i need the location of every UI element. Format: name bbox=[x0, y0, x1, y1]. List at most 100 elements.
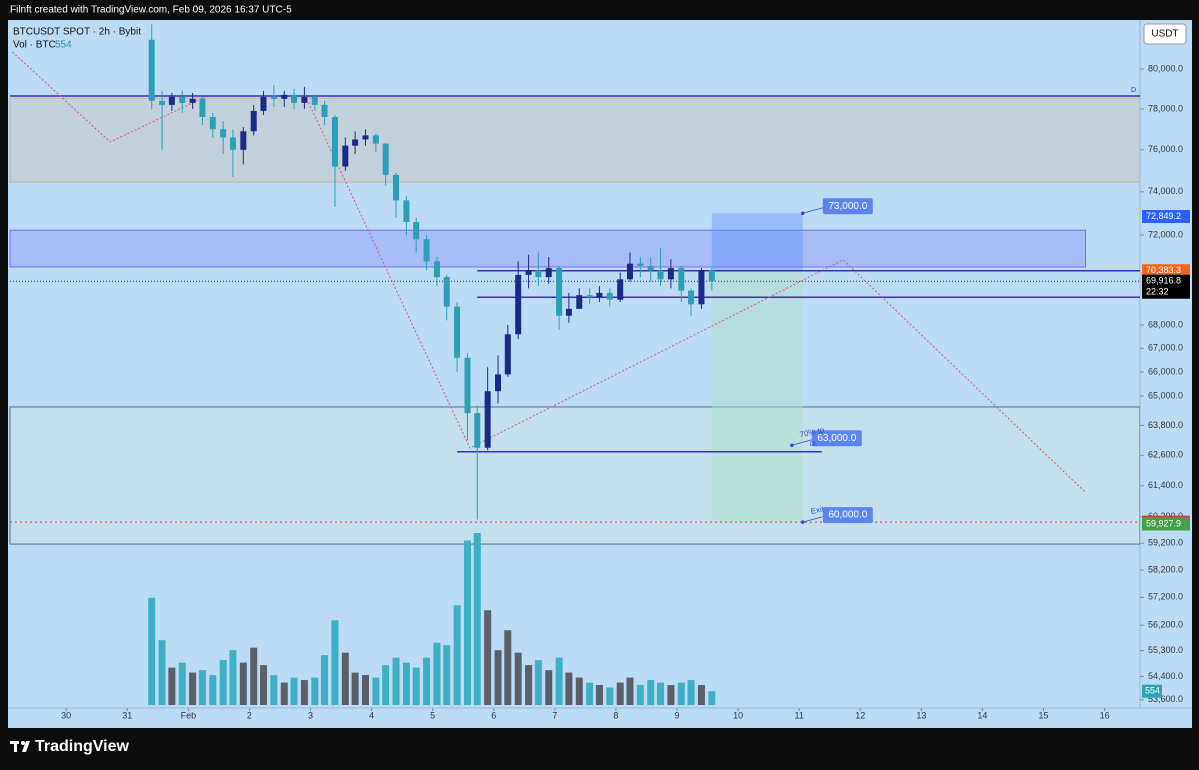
volume-bar bbox=[514, 652, 522, 705]
candle-body bbox=[433, 261, 440, 278]
volume-bar bbox=[463, 540, 471, 705]
price-label-box bbox=[1142, 210, 1190, 224]
x-tick-label: 6 bbox=[491, 710, 496, 720]
volume-bar bbox=[636, 685, 644, 705]
volume-bar bbox=[525, 665, 533, 705]
y-tick-label: 61,400.0 bbox=[1148, 480, 1183, 490]
volume-bar bbox=[575, 677, 583, 705]
candle-body bbox=[372, 135, 379, 144]
volume-bar bbox=[697, 685, 705, 705]
candle-body bbox=[535, 270, 542, 278]
candle-body bbox=[678, 268, 685, 291]
volume-bar bbox=[412, 667, 420, 705]
y-tick-label: 54,400.0 bbox=[1148, 671, 1183, 681]
volume-label: 554 bbox=[1145, 686, 1160, 696]
x-tick-label: 4 bbox=[369, 710, 374, 720]
annotation-connector bbox=[802, 515, 825, 523]
volume-bar bbox=[494, 650, 502, 705]
x-tick-label: 2 bbox=[247, 710, 252, 720]
candle-body bbox=[403, 200, 410, 222]
volume-bar bbox=[250, 647, 258, 705]
volume-bar bbox=[219, 660, 227, 705]
y-tick-label: 53,600.0 bbox=[1148, 694, 1183, 704]
price-label-box bbox=[1142, 274, 1190, 299]
volume-bar bbox=[433, 642, 441, 705]
zone bbox=[9, 229, 1087, 268]
volume-bar bbox=[382, 665, 390, 705]
volume-bar bbox=[667, 685, 675, 705]
candle-body bbox=[260, 96, 267, 111]
candle-body bbox=[626, 263, 633, 280]
currency[interactable]: USDT bbox=[1151, 29, 1178, 40]
volume-bar bbox=[351, 672, 359, 705]
volume-bar bbox=[280, 682, 288, 705]
volume-bar bbox=[290, 677, 298, 705]
y-tick-label: 55,300.0 bbox=[1148, 645, 1183, 655]
candle-body bbox=[708, 270, 715, 282]
candle-body bbox=[586, 295, 593, 298]
volume-value: 554 bbox=[55, 40, 72, 51]
volume-bar bbox=[708, 691, 716, 705]
candle-body bbox=[423, 239, 430, 262]
y-tick-label: 62,600.0 bbox=[1148, 450, 1183, 460]
volume-bar bbox=[239, 662, 247, 705]
volume-bar bbox=[178, 662, 186, 705]
candle-body bbox=[159, 100, 166, 105]
price-label: 72,849.2 bbox=[1146, 211, 1181, 221]
candle-body bbox=[474, 413, 481, 448]
x-tick-label: 5 bbox=[430, 710, 435, 720]
volume-bar bbox=[484, 610, 492, 705]
candle-body bbox=[270, 96, 277, 99]
volume-bar bbox=[392, 657, 400, 705]
candle-body bbox=[362, 135, 369, 140]
position-stop bbox=[711, 270, 803, 523]
y-tick-label: 67,000.0 bbox=[1148, 343, 1183, 353]
x-tick-label: 8 bbox=[613, 710, 618, 720]
volume-bar bbox=[331, 620, 339, 705]
candle-body bbox=[495, 374, 502, 392]
volume-bar bbox=[657, 682, 665, 705]
volume-bar bbox=[443, 645, 451, 705]
candle-body bbox=[382, 143, 389, 175]
x-tick-label: 31 bbox=[122, 710, 132, 720]
annotation-label: 60,000.0 bbox=[828, 510, 867, 521]
annotation-connector bbox=[791, 438, 814, 446]
x-tick-label: Feb bbox=[181, 710, 197, 720]
candle-body bbox=[352, 139, 359, 146]
y-tick-label: 56,200.0 bbox=[1148, 620, 1183, 630]
volume-bar bbox=[158, 640, 166, 705]
volume-bar bbox=[198, 670, 206, 705]
volume-bar bbox=[402, 662, 410, 705]
candle-body bbox=[443, 277, 450, 307]
candle-body bbox=[168, 96, 175, 105]
volume-bar bbox=[259, 665, 267, 705]
candle-body bbox=[301, 96, 308, 103]
candle-body bbox=[393, 174, 400, 201]
projection-line bbox=[12, 51, 206, 143]
volume-bar bbox=[626, 677, 634, 705]
volume-bar bbox=[647, 680, 655, 705]
candle-body bbox=[484, 391, 491, 448]
y-tick-label: 59,200.0 bbox=[1148, 538, 1183, 548]
x-tick-label: 16 bbox=[1100, 710, 1110, 720]
volume-bar bbox=[473, 533, 481, 705]
volume-bar bbox=[595, 685, 603, 705]
symbol-title: BTCUSDT SPOT · 2h · Bybit bbox=[13, 27, 141, 38]
candle-body bbox=[617, 279, 624, 300]
zone bbox=[9, 406, 1140, 545]
price-label: 59,927.9 bbox=[1146, 518, 1181, 528]
volume-bar bbox=[270, 675, 278, 705]
candle-body bbox=[565, 308, 572, 316]
currency-box[interactable] bbox=[1143, 23, 1187, 45]
candle-body bbox=[515, 274, 522, 335]
x-tick-label: 14 bbox=[977, 710, 987, 720]
volume-bar bbox=[616, 682, 624, 705]
candle-body bbox=[291, 94, 298, 103]
volume-bar bbox=[453, 605, 461, 705]
x-tick-label: 3 bbox=[308, 710, 313, 720]
price-label-box bbox=[1142, 517, 1190, 531]
volume-bar bbox=[586, 682, 594, 705]
candle-body bbox=[596, 292, 603, 298]
